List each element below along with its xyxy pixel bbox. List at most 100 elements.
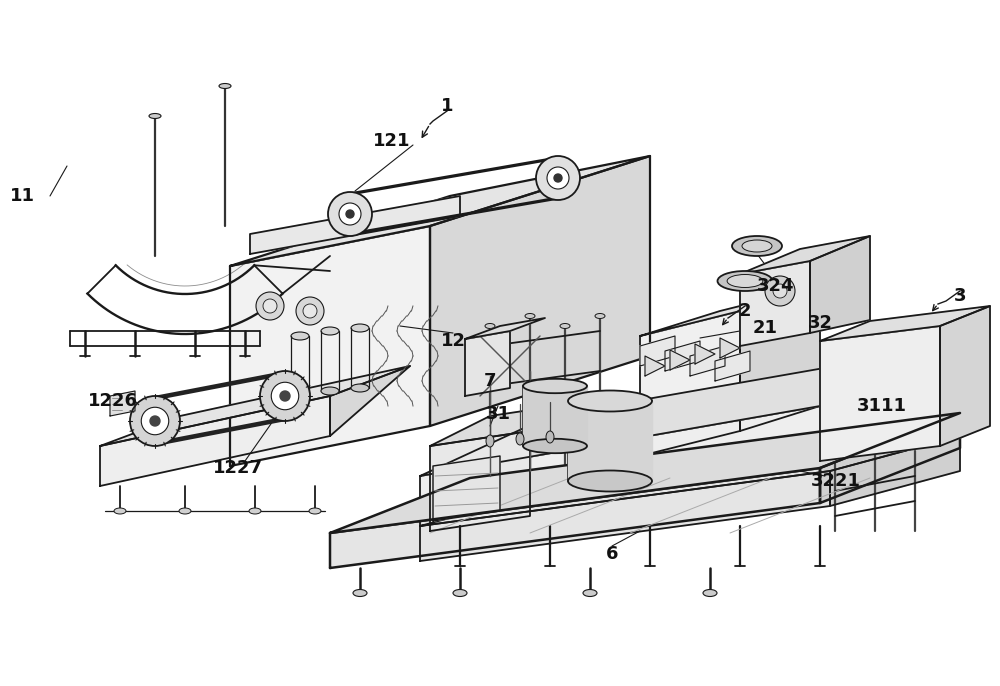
Polygon shape <box>433 456 500 521</box>
Ellipse shape <box>219 84 231 88</box>
Polygon shape <box>690 346 725 376</box>
Circle shape <box>339 203 361 225</box>
Circle shape <box>130 396 180 446</box>
Ellipse shape <box>546 431 554 443</box>
Polygon shape <box>568 401 652 481</box>
Ellipse shape <box>149 113 161 119</box>
Polygon shape <box>820 346 950 456</box>
Text: 3: 3 <box>954 287 966 305</box>
Text: 1226: 1226 <box>88 392 138 410</box>
Circle shape <box>256 292 284 320</box>
Ellipse shape <box>523 379 587 393</box>
Circle shape <box>271 382 299 410</box>
Polygon shape <box>715 351 750 381</box>
Polygon shape <box>430 431 530 531</box>
Ellipse shape <box>351 384 369 392</box>
Ellipse shape <box>568 390 652 412</box>
Polygon shape <box>820 413 960 503</box>
Ellipse shape <box>742 240 772 252</box>
Ellipse shape <box>595 314 605 318</box>
Ellipse shape <box>321 387 339 395</box>
Polygon shape <box>100 396 330 486</box>
Polygon shape <box>720 338 740 358</box>
Text: 2: 2 <box>739 302 751 320</box>
Polygon shape <box>330 468 820 568</box>
Ellipse shape <box>523 439 587 453</box>
Polygon shape <box>740 236 870 274</box>
Polygon shape <box>645 356 665 376</box>
Ellipse shape <box>114 508 126 514</box>
Polygon shape <box>940 306 990 446</box>
Circle shape <box>547 167 569 189</box>
Ellipse shape <box>486 435 494 447</box>
Ellipse shape <box>516 433 524 445</box>
Circle shape <box>536 156 580 200</box>
Text: 31: 31 <box>486 405 511 423</box>
Text: 3111: 3111 <box>857 397 907 415</box>
Circle shape <box>554 174 562 182</box>
Polygon shape <box>430 401 590 446</box>
Ellipse shape <box>249 508 261 514</box>
Polygon shape <box>830 436 960 506</box>
Ellipse shape <box>309 508 321 514</box>
Ellipse shape <box>353 589 367 597</box>
Text: 32: 32 <box>808 314 832 332</box>
Text: 12: 12 <box>440 332 466 350</box>
Polygon shape <box>230 156 650 266</box>
Polygon shape <box>640 336 675 366</box>
Text: 21: 21 <box>753 319 778 337</box>
Circle shape <box>773 284 787 298</box>
Ellipse shape <box>727 274 763 287</box>
Ellipse shape <box>485 324 495 329</box>
Circle shape <box>263 299 277 313</box>
Polygon shape <box>420 346 950 476</box>
Polygon shape <box>665 341 700 371</box>
Ellipse shape <box>453 589 467 597</box>
Polygon shape <box>640 286 820 336</box>
Ellipse shape <box>179 508 191 514</box>
Polygon shape <box>330 413 960 533</box>
Polygon shape <box>100 366 410 446</box>
Text: 1227: 1227 <box>213 459 263 477</box>
Polygon shape <box>420 471 830 561</box>
Polygon shape <box>420 406 820 526</box>
Ellipse shape <box>583 589 597 597</box>
Polygon shape <box>465 318 545 339</box>
Polygon shape <box>820 326 940 461</box>
Polygon shape <box>640 311 740 456</box>
Ellipse shape <box>351 324 369 332</box>
Circle shape <box>296 297 324 325</box>
Polygon shape <box>420 436 960 526</box>
Text: 7: 7 <box>484 372 496 390</box>
Text: 121: 121 <box>373 132 411 150</box>
Ellipse shape <box>718 271 772 291</box>
Polygon shape <box>230 226 430 466</box>
Polygon shape <box>810 236 870 333</box>
Ellipse shape <box>560 324 570 329</box>
Polygon shape <box>820 306 990 341</box>
Ellipse shape <box>291 332 309 340</box>
Ellipse shape <box>703 589 717 597</box>
Polygon shape <box>695 344 715 364</box>
Polygon shape <box>523 386 587 446</box>
Polygon shape <box>250 196 460 254</box>
Circle shape <box>141 407 169 435</box>
Polygon shape <box>465 331 510 396</box>
Polygon shape <box>430 156 650 426</box>
Polygon shape <box>330 366 410 436</box>
Circle shape <box>260 371 310 421</box>
Ellipse shape <box>321 327 339 335</box>
Ellipse shape <box>291 392 309 400</box>
Text: 6: 6 <box>606 545 618 563</box>
Circle shape <box>303 304 317 318</box>
Ellipse shape <box>732 236 782 256</box>
Text: 11: 11 <box>10 187 34 205</box>
Text: 324: 324 <box>757 277 795 295</box>
Text: 3221: 3221 <box>811 472 861 490</box>
Ellipse shape <box>525 314 535 318</box>
Polygon shape <box>110 391 135 416</box>
Text: 1: 1 <box>441 97 453 115</box>
Circle shape <box>328 192 372 236</box>
Circle shape <box>280 391 290 401</box>
Polygon shape <box>740 286 820 431</box>
